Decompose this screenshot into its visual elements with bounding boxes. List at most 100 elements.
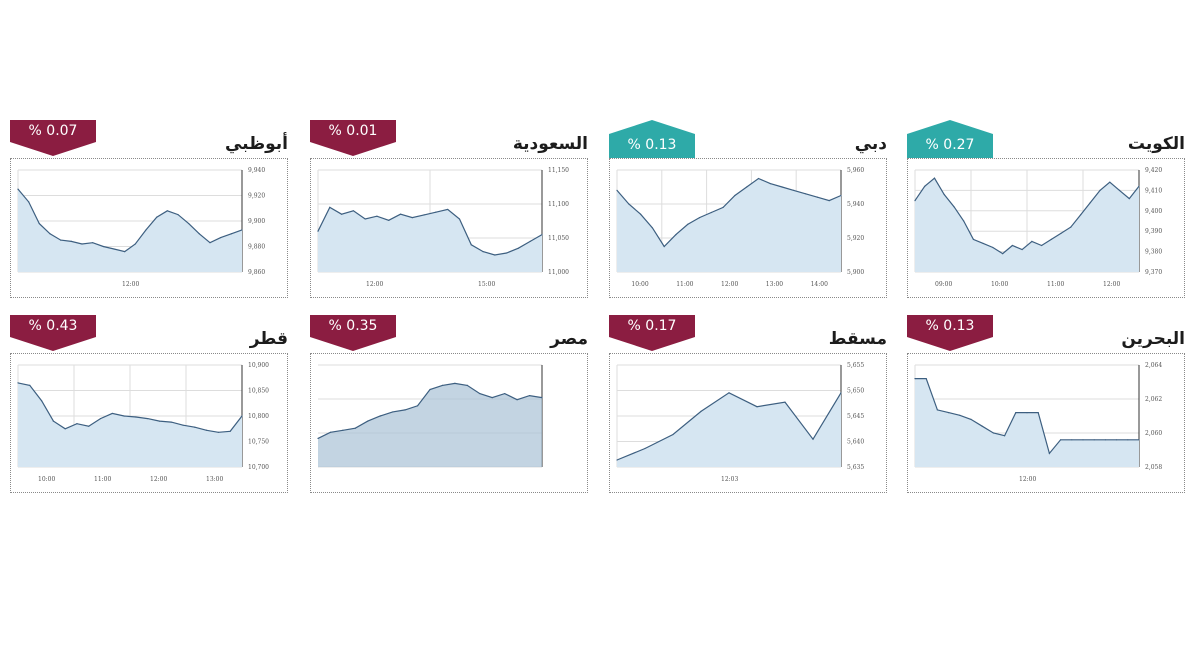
y-tick-label: 9,880 [248,244,265,251]
series-area [18,382,242,467]
change-percent: % 0.27 [925,137,975,153]
y-tick-label: 10,850 [248,388,269,395]
data-point [352,210,354,212]
data-point [529,240,531,242]
data-point [206,429,208,431]
data-point [113,248,115,250]
data-point [124,251,126,253]
data-point [111,412,113,415]
down-arrow-icon [609,315,695,351]
data-point [1127,439,1129,441]
data-point [220,236,222,239]
data-point [1015,412,1017,414]
chart-frame [609,158,887,298]
change-badge: % 0.01 [310,120,396,158]
index-chart: 5,900 5,920 5,940 5,960 10:00 11:00 12:00 13:00… [616,167,864,288]
down-arrow-icon [10,315,96,351]
data-point [963,220,965,222]
data-point [1048,452,1050,454]
y-tick-label: 11,000 [548,269,569,276]
data-point [411,217,413,219]
data-point [367,420,369,422]
data-point [925,378,927,380]
up-arrow-icon [609,120,695,158]
data-point [805,193,807,195]
data-point [1037,412,1039,414]
y-tick-label: 5,960 [847,167,864,174]
change-percent: % 0.17 [627,318,677,334]
y-tick-label: 5,645 [847,413,864,420]
data-point [970,418,972,420]
data-point [943,193,945,196]
chart-frame [10,353,288,493]
data-point [447,208,449,211]
index-title: مسقط [828,329,887,349]
x-tick-label: 13:00 [766,281,783,288]
index-chart: 2,058 2,060 2,062 2,064 12:00 [914,362,1162,483]
data-point [60,239,62,241]
y-tick-label: 9,370 [1145,269,1162,276]
data-point [354,427,356,429]
x-tick-label: 12:00 [150,476,167,483]
x-tick-label: 13:00 [206,476,223,483]
series-area [617,178,841,272]
index-panel-muscat: مسقط % 0.17 5,635 5,640 5,645 5,650 5,655 12:03 [609,315,889,493]
y-tick-label: 2,062 [1145,396,1162,403]
data-point [639,213,642,215]
x-tick-label: 14:00 [811,281,828,288]
data-point [828,200,830,202]
data-point [793,189,795,191]
data-point [982,242,984,245]
data-point [404,409,406,411]
index-panel-qatar: قطر% 0.43 10,700 10,750 10,800 10,850 10,900 1… [10,315,290,493]
data-point [616,189,618,191]
data-point [516,399,518,401]
change-badge: % 0.27 [907,120,993,158]
y-tick-label: 9,400 [1145,208,1162,215]
data-point [981,425,983,427]
data-point [1138,185,1140,187]
index-title: قطر [249,329,288,349]
data-point [364,218,366,220]
y-tick-label: 11,100 [548,201,569,208]
data-point [217,431,220,433]
y-tick-label: 9,380 [1145,249,1162,256]
data-point [1093,439,1095,441]
data-point [651,227,653,229]
data-point [1026,412,1028,414]
series-line [17,188,243,253]
y-tick-label: 9,940 [248,167,265,174]
data-point [241,229,243,231]
data-point [1071,439,1073,441]
data-point [134,243,136,245]
y-tick-label: 11,150 [548,167,569,174]
data-point [953,206,955,208]
x-tick-label: 12:00 [1103,281,1120,288]
x-tick-label: 12:00 [366,281,383,288]
series-area [318,207,542,272]
data-point [672,433,674,436]
series-line [317,206,543,256]
y-tick-label: 10,800 [248,413,269,420]
data-point [198,233,200,235]
data-point [64,428,66,430]
data-point [700,410,702,412]
data-point [722,206,724,208]
y-tick-label: 10,700 [248,464,269,471]
change-badge: % 0.43 [10,315,96,353]
x-tick-label: 12:00 [1019,476,1036,483]
data-point [188,222,190,225]
data-point [379,415,381,417]
data-point [1050,238,1052,240]
data-point [816,196,819,198]
data-point [840,392,842,394]
data-point [40,400,43,402]
data-point [1060,439,1062,441]
y-tick-label: 5,655 [847,362,864,369]
data-point [388,219,390,221]
data-point [70,240,72,242]
data-point [441,384,444,386]
data-point [1041,244,1043,247]
series-area [915,378,1139,467]
data-point [88,425,90,427]
